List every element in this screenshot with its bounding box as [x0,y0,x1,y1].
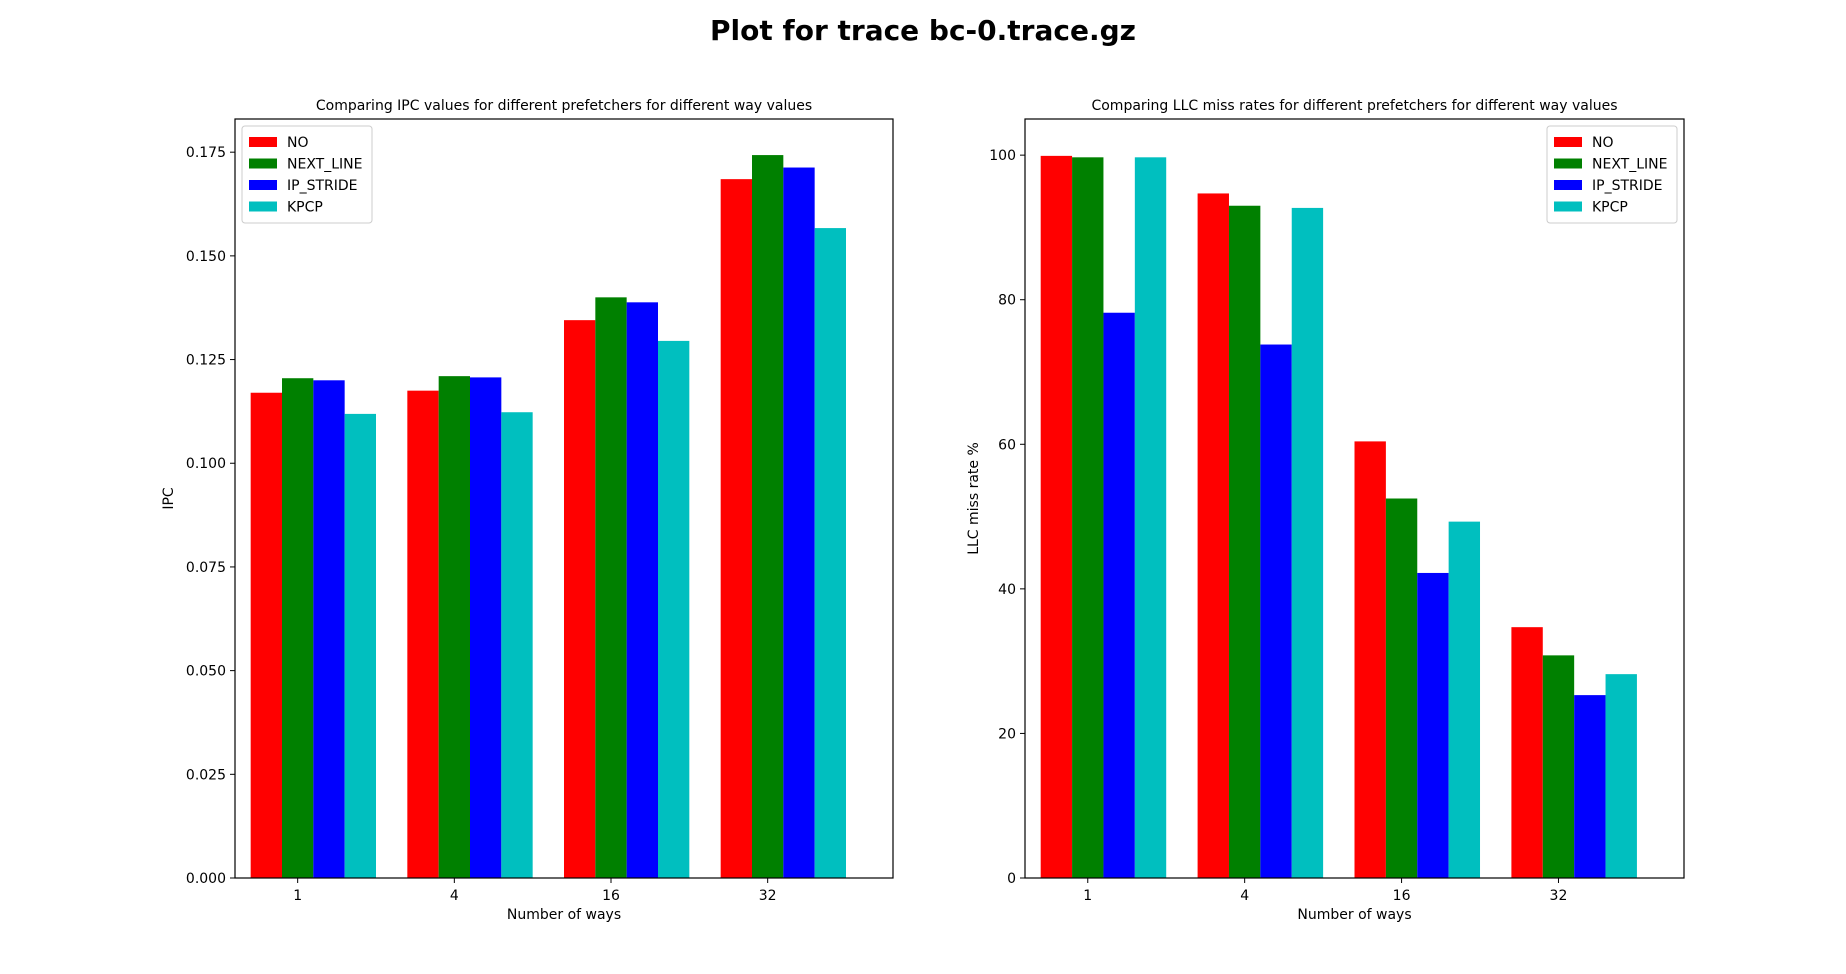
legend-label: IP_STRIDE [287,178,358,194]
x-tick-label: 1 [293,888,302,904]
legend-label: NEXT_LINE [287,157,362,173]
x-tick-label: 16 [1393,888,1411,904]
bar-no-32 [720,179,752,878]
bar-no-1 [1040,155,1073,878]
figure-title: Plot for trace bc-0.trace.gz [710,14,1136,47]
bar-next-line-16 [1385,498,1418,878]
bar-kpcp-16 [658,340,690,878]
bar-no-16 [1354,441,1386,878]
legend-label: NEXT_LINE [1592,157,1667,173]
y-tick-label: 0.125 [186,353,226,369]
x-tick-label: 32 [759,888,777,904]
y-tick-label: 0 [1007,871,1016,887]
bar-kpcp-32 [814,228,846,878]
legend-label: NO [287,135,309,151]
bar-ip-stride-1 [313,380,345,878]
bar-next-line-16 [595,297,627,879]
bar-kpcp-1 [1134,157,1167,878]
legend-label: KPCP [1592,200,1628,216]
bar-kpcp-1 [344,413,376,878]
bar-no-4 [407,390,439,878]
llc-miss-rate-chart: 1 4 16 32 0 20 40 60 80 100 Comparing LLC miss rat… [966,98,1685,923]
legend-swatch [1554,158,1582,169]
y-tick-label: 60 [998,437,1016,453]
legend-swatch [249,180,277,190]
y-tick-label: 0.000 [186,871,226,887]
y-tick-label: 0.025 [186,767,226,783]
legend-swatch [249,158,277,169]
y-axis-label: IPC [161,487,177,510]
x-tick-label: 1 [1083,888,1092,904]
bar-ip-stride-32 [1574,695,1606,878]
chart-title: Comparing IPC values for different prefe… [316,98,812,114]
bar-no-16 [564,320,596,878]
y-tick-label: 0.150 [186,249,226,265]
bar-ip-stride-1 [1103,312,1135,879]
bar-next-line-32 [752,155,784,878]
legend-label: IP_STRIDE [1592,178,1663,194]
y-tick-label: 20 [998,726,1016,742]
bar-ip-stride-16 [626,302,658,878]
x-axis-label: Number of ways [507,907,621,923]
bar-kpcp-32 [1605,674,1637,878]
legend-swatch [249,201,277,212]
bar-no-1 [250,392,282,878]
bar-kpcp-4 [501,412,533,878]
y-tick-label: 0.175 [186,145,226,161]
legend: NO NEXT_LINE IP_STRIDE KPCP [241,125,373,224]
axes-frame [1024,118,1685,879]
bar-next-line-4 [438,376,470,878]
legend-swatch [249,137,277,147]
bar-next-line-4 [1228,205,1261,879]
legend: NO NEXT_LINE IP_STRIDE KPCP [1546,125,1678,224]
x-tick-label: 4 [450,888,459,904]
legend-swatch [1554,201,1582,212]
legend-box [241,125,373,224]
legend-label: KPCP [287,200,323,216]
bar-no-32 [1511,627,1543,878]
y-tick-label: 0.050 [186,664,226,680]
legend-box [1546,125,1678,224]
y-tick-label: 100 [989,148,1016,164]
bar-kpcp-16 [1448,521,1481,878]
legend-swatch [1554,180,1582,190]
y-tick-label: 0.100 [186,456,226,472]
x-tick-label: 16 [602,888,620,904]
legend-label: NO [1592,135,1614,151]
bar-next-line-1 [1072,157,1104,878]
chart-title: Comparing LLC miss rates for different p… [1091,98,1617,114]
x-axis-label: Number of ways [1297,907,1411,923]
axes-frame [234,118,894,879]
bar-ip-stride-4 [470,377,502,878]
y-tick-label: 0.075 [186,560,226,576]
bar-ip-stride-32 [783,167,815,878]
y-tick-label: 40 [998,582,1016,598]
bar-kpcp-4 [1291,207,1324,878]
bar-ip-stride-4 [1260,344,1292,878]
bar-next-line-32 [1542,655,1575,878]
bar-next-line-1 [282,378,314,878]
bar-no-4 [1197,193,1229,878]
ipc-chart: 1 4 16 32 0.000 0.025 0.050 0.075 0.100 0.125 0.15… [161,98,894,923]
y-axis-label: LLC miss rate % [966,442,982,555]
x-tick-label: 32 [1550,888,1568,904]
y-tick-label: 80 [998,293,1016,309]
x-tick-label: 4 [1240,888,1249,904]
bar-ip-stride-16 [1417,572,1449,878]
legend-swatch [1554,137,1582,147]
